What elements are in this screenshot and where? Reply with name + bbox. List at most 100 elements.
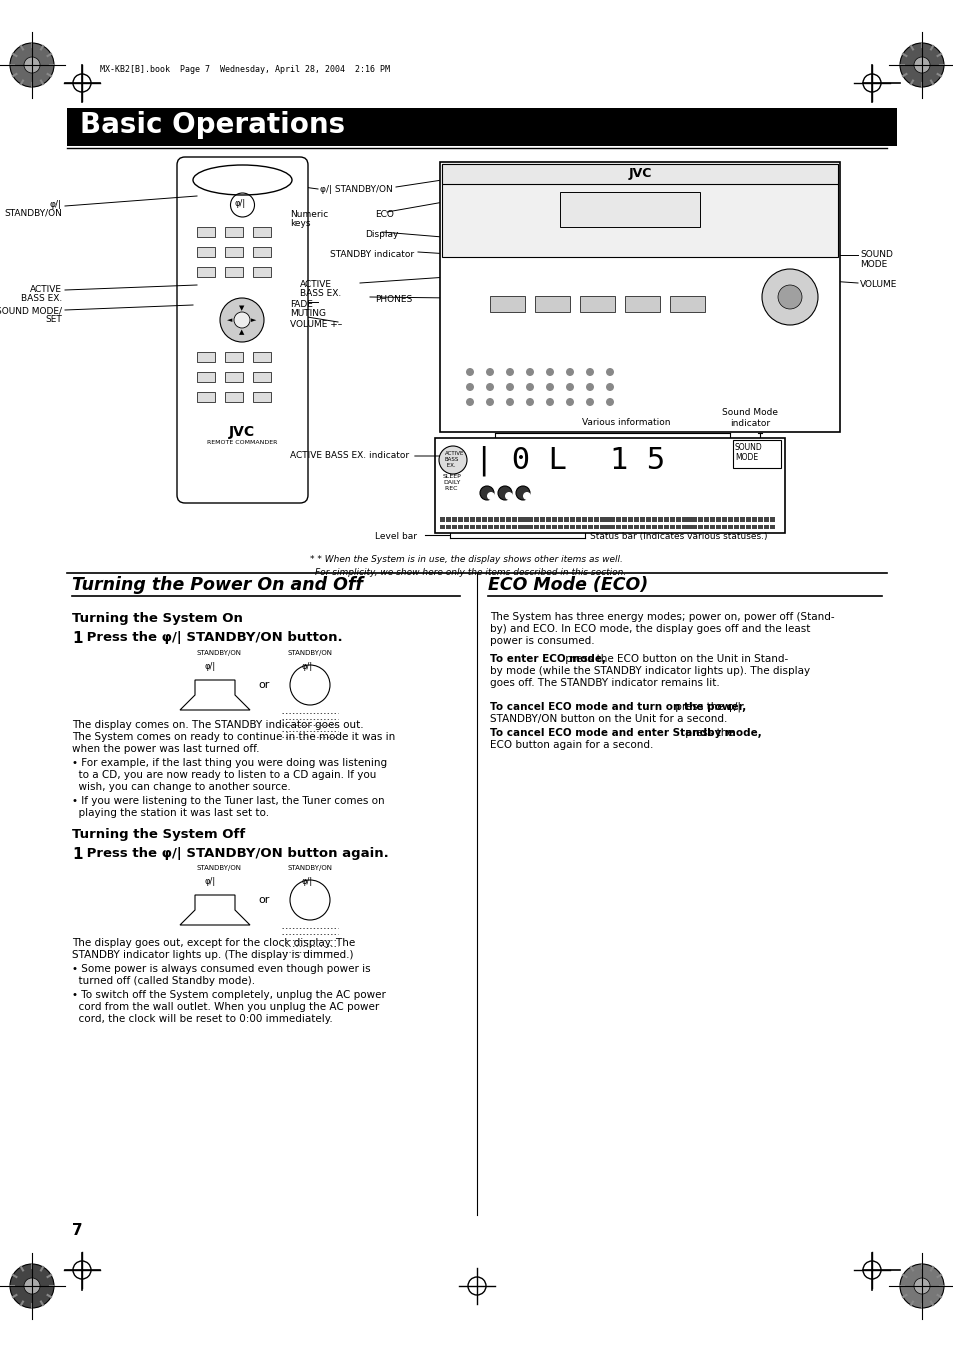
Circle shape [761,269,817,326]
Text: VOLUME: VOLUME [859,280,897,289]
Ellipse shape [193,165,292,195]
Bar [481,526,486,530]
Bar [740,526,744,530]
Text: Numeric: Numeric [290,209,328,219]
Bar [67,108,896,146]
Bar [751,517,757,521]
Text: STANDBY/ON: STANDBY/ON [196,865,242,871]
Bar [751,526,757,530]
Text: turned off (called Standby mode).: turned off (called Standby mode). [71,975,254,986]
Text: STANDBY indicator: STANDBY indicator [330,250,414,259]
Bar [663,526,668,530]
Bar [594,517,598,521]
Bar [552,517,557,521]
Circle shape [465,367,474,376]
Bar [225,267,243,277]
Text: wish, you can change to another source.: wish, you can change to another source. [71,782,291,792]
Bar [463,517,469,521]
Bar [691,517,697,521]
Bar [698,526,702,530]
Bar [439,162,840,432]
Bar [621,526,626,530]
Text: Press the φ/| STANDBY/ON button again.: Press the φ/| STANDBY/ON button again. [82,847,388,861]
Text: SOUND MODE/: SOUND MODE/ [0,305,62,315]
Bar [621,517,626,521]
Bar [663,517,668,521]
Bar [709,526,714,530]
Circle shape [565,367,574,376]
Bar [745,526,750,530]
Bar [512,517,517,521]
Bar [441,163,837,257]
Bar [669,526,675,530]
Bar [488,526,493,530]
Circle shape [522,492,531,500]
Text: To enter ECO mode,: To enter ECO mode, [490,654,605,663]
Bar [634,517,639,521]
Text: power is consumed.: power is consumed. [490,636,594,646]
Text: by) and ECO. In ECO mode, the display goes off and the least: by) and ECO. In ECO mode, the display go… [490,624,809,634]
Bar [463,526,469,530]
Bar [669,296,704,312]
Bar [523,517,529,521]
Bar [587,517,593,521]
Bar [488,517,493,521]
Bar [758,526,762,530]
Bar [499,526,504,530]
Circle shape [486,492,495,500]
Circle shape [585,367,594,376]
Bar [599,526,604,530]
Text: by mode (while the STANDBY indicator lights up). The display: by mode (while the STANDBY indicator lig… [490,666,809,676]
Circle shape [505,382,514,390]
Bar [535,296,569,312]
Text: 7: 7 [71,1223,83,1238]
Bar [616,517,620,521]
Bar [534,517,538,521]
Bar [658,526,662,530]
Bar [685,526,690,530]
Text: φ/|: φ/| [302,662,313,671]
Bar [446,526,451,530]
Bar [709,517,714,521]
Bar [745,517,750,521]
Text: 1: 1 [71,631,82,646]
Circle shape [516,486,530,500]
Bar [639,517,644,521]
Circle shape [479,486,494,500]
Bar [253,392,271,403]
Text: * * When the System is in use, the display shows other items as well.: * * When the System is in use, the displ… [310,555,622,563]
Text: Status bar (Indicates various statuses.): Status bar (Indicates various statuses.) [589,532,767,540]
Bar [716,526,720,530]
Bar [576,517,580,521]
Bar [552,526,557,530]
Bar [545,517,551,521]
Bar [253,227,271,236]
Bar [545,526,551,530]
Bar [452,517,456,521]
Text: ►: ► [251,317,256,323]
Bar [476,526,480,530]
Text: To cancel ECO mode and turn on the power,: To cancel ECO mode and turn on the power… [490,703,745,712]
Text: JVC: JVC [229,426,254,439]
Bar [727,526,732,530]
Circle shape [585,382,594,390]
Circle shape [485,382,494,390]
Text: • To switch off the System completely, unplug the AC power: • To switch off the System completely, u… [71,990,385,1000]
Circle shape [485,399,494,407]
Bar [576,526,580,530]
Bar [579,296,615,312]
Text: MX-KB2[B].book  Page 7  Wednesday, April 28, 2004  2:16 PM: MX-KB2[B].book Page 7 Wednesday, April 2… [100,65,390,74]
Text: • If you were listening to the Tuner last, the Tuner comes on: • If you were listening to the Tuner las… [71,796,384,807]
Circle shape [545,399,554,407]
Text: FADE: FADE [290,300,313,309]
Circle shape [605,367,614,376]
Bar [559,192,700,227]
Bar [196,353,214,362]
Text: ACTIVE: ACTIVE [30,285,62,295]
Bar [517,517,522,521]
Text: BASS EX.: BASS EX. [299,289,341,299]
Text: Turning the System On: Turning the System On [71,612,243,626]
Bar [435,438,784,534]
Bar [645,526,650,530]
Bar [721,526,726,530]
